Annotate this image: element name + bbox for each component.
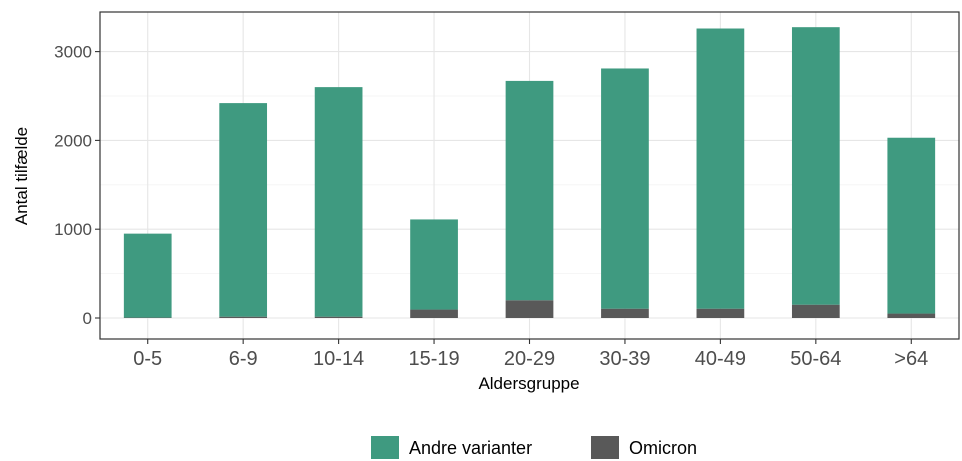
bar-andre-varianter-1	[219, 103, 268, 317]
x-tick-label: 30-39	[599, 348, 650, 370]
bar-andre-varianter-0	[123, 233, 172, 318]
x-tick-label: 0-5	[133, 348, 162, 370]
x-tick-label: 6-9	[229, 348, 258, 370]
x-tick-label: 10-14	[313, 348, 364, 370]
bar-andre-varianter-8	[887, 137, 936, 314]
legend-key-andre-varianter	[371, 436, 399, 459]
y-tick-label: 2000	[54, 131, 92, 150]
y-axis: 0 1000 2000 3000	[54, 43, 100, 328]
bar-omicron-3	[410, 309, 458, 318]
bar-omicron-7	[791, 304, 840, 318]
legend-label-andre-varianter: Andre varianter	[409, 438, 532, 458]
x-tick-label: 20-29	[504, 348, 555, 370]
bar-omicron-4	[505, 300, 554, 318]
bar-andre-varianter-5	[601, 68, 649, 309]
bars	[123, 27, 936, 318]
bar-omicron-8	[887, 313, 936, 318]
legend-label-omicron: Omicron	[629, 438, 697, 458]
bar-omicron-5	[601, 308, 649, 318]
x-tick-label: 40-49	[695, 348, 746, 370]
y-axis-title: Antal tilfælde	[12, 127, 31, 225]
bar-andre-varianter-4	[505, 80, 554, 301]
legend-key-omicron	[591, 436, 619, 459]
bar-omicron-2	[314, 316, 363, 318]
y-tick-label: 1000	[54, 220, 92, 239]
bar-omicron-1	[219, 316, 268, 318]
bar-andre-varianter-6	[696, 28, 745, 309]
x-axis-title: Aldersgruppe	[478, 374, 579, 393]
x-axis: 0-5 6-9 10-14 15-19 20-29 30-39 40-49 50-64 >64	[133, 339, 928, 370]
x-tick-label: >64	[894, 348, 928, 370]
bar-andre-varianter-3	[410, 219, 458, 310]
bar-andre-varianter-7	[791, 27, 840, 305]
y-tick-label: 3000	[54, 43, 92, 62]
bar-andre-varianter-2	[314, 87, 363, 317]
bar-omicron-6	[696, 308, 745, 318]
legend: Andre varianter Omicron	[371, 436, 697, 459]
y-tick-label: 0	[83, 309, 92, 328]
x-tick-label: 15-19	[408, 348, 459, 370]
x-tick-label: 50-64	[790, 348, 841, 370]
